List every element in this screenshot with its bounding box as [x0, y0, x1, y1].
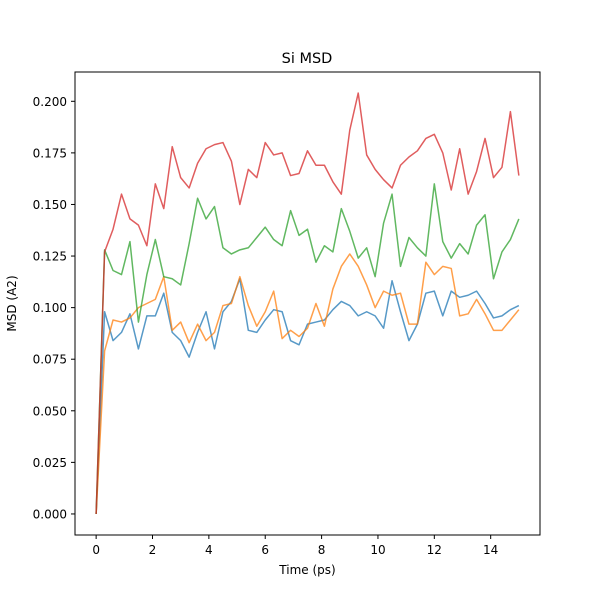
x-tick-label: 2 — [149, 543, 157, 557]
y-tick-label: 0.000 — [33, 507, 67, 521]
x-tick-label: 4 — [205, 543, 213, 557]
x-tick-label: 6 — [261, 543, 269, 557]
x-tick-label: 14 — [483, 543, 498, 557]
series-line-1 — [95, 277, 520, 514]
x-axis-label: Time (ps) — [278, 563, 335, 577]
plot-frame — [74, 71, 541, 536]
x-axis: 0 2 4 6 8 10 12 14 — [92, 535, 498, 557]
y-tick-label: 0.150 — [33, 198, 67, 212]
y-axis-label: MSD (A2) — [5, 275, 19, 331]
y-tick-label: 0.050 — [33, 404, 67, 418]
y-tick-label: 0.200 — [33, 95, 67, 109]
y-tick-label: 0.075 — [33, 353, 67, 367]
y-axis: 0.000 0.025 0.050 0.075 0.100 0.125 0.150 0.175… — [33, 95, 75, 521]
chart-title: Si MSD — [282, 51, 333, 67]
x-tick-label: 0 — [92, 543, 100, 557]
y-tick-label: 0.175 — [33, 146, 67, 160]
x-tick-label: 10 — [370, 543, 385, 557]
y-tick-label: 0.125 — [33, 250, 67, 264]
series-line-2 — [95, 253, 520, 514]
plot-area — [95, 92, 520, 514]
x-tick-label: 8 — [318, 543, 326, 557]
y-tick-label: 0.025 — [33, 456, 67, 470]
x-tick-label: 12 — [427, 543, 442, 557]
series-line-4 — [95, 92, 520, 514]
series-line-3 — [95, 183, 520, 514]
y-tick-label: 0.100 — [33, 301, 67, 315]
